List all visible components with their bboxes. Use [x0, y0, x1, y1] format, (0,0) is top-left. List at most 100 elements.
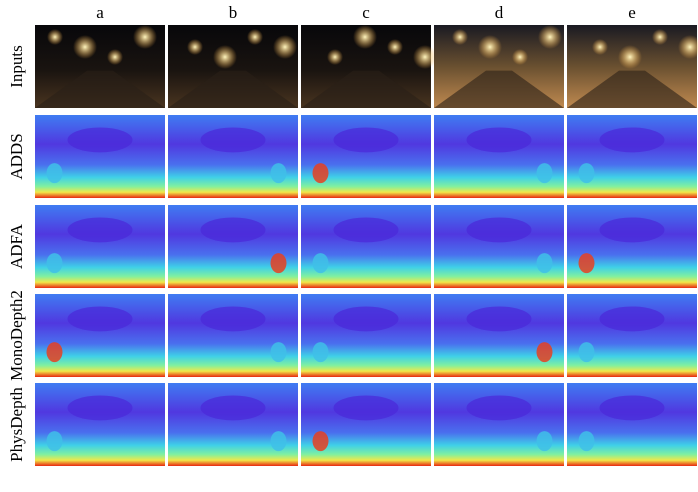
depth-map: [567, 294, 697, 377]
depth-map: [567, 115, 697, 198]
input-image: [434, 25, 564, 108]
sky-region: [466, 217, 532, 243]
sky-region: [599, 127, 665, 153]
near-object: [270, 342, 287, 363]
near-object: [578, 253, 595, 274]
road: [301, 70, 431, 108]
column-label: c: [362, 3, 370, 22]
column-label: e: [628, 3, 636, 22]
row-label: PhysDepth: [7, 387, 26, 462]
sky-region: [333, 306, 399, 332]
sky-region: [333, 217, 399, 243]
row-label: Inputs: [7, 45, 26, 88]
sky-region: [200, 127, 266, 153]
light: [327, 49, 343, 65]
sky-region: [466, 395, 532, 421]
light: [538, 25, 562, 49]
depth-map: [434, 294, 564, 377]
light: [592, 39, 608, 55]
light: [478, 35, 502, 59]
near-object: [270, 253, 287, 274]
depth-map: [35, 294, 165, 377]
near-object: [46, 163, 63, 184]
near-object: [46, 342, 63, 363]
near-object: [312, 342, 329, 363]
near-object: [578, 163, 595, 184]
road: [35, 70, 165, 108]
near-object: [536, 342, 553, 363]
light: [273, 35, 297, 59]
depth-map: [301, 115, 431, 198]
sky-region: [599, 306, 665, 332]
input-image: [168, 25, 298, 108]
sky-region: [200, 395, 266, 421]
light: [652, 29, 668, 45]
row-label: ADFA: [7, 223, 26, 269]
near-object: [46, 431, 63, 452]
depth-map: [35, 383, 165, 466]
depth-map: [168, 115, 298, 198]
depth-map: [35, 115, 165, 198]
depth-map: [35, 205, 165, 288]
sky-region: [200, 306, 266, 332]
near-object: [312, 431, 329, 452]
sky-region: [67, 217, 133, 243]
near-object: [536, 163, 553, 184]
depth-map: [301, 383, 431, 466]
column-label: d: [495, 3, 504, 22]
sky-region: [466, 127, 532, 153]
light: [107, 49, 123, 65]
column-label: a: [96, 3, 104, 22]
light: [512, 49, 528, 65]
road: [434, 70, 564, 108]
light: [387, 39, 403, 55]
row-label: ADDS: [7, 133, 26, 179]
near-object: [536, 253, 553, 274]
depth-map: [567, 205, 697, 288]
near-object: [536, 431, 553, 452]
input-image: [301, 25, 437, 108]
sky-region: [67, 395, 133, 421]
sky-region: [67, 127, 133, 153]
near-object: [46, 253, 63, 274]
sky-region: [333, 127, 399, 153]
depth-map: [434, 115, 564, 198]
depth-map: [301, 294, 431, 377]
light: [213, 45, 237, 69]
depth-map: [168, 205, 298, 288]
sky-region: [599, 395, 665, 421]
near-object: [312, 253, 329, 274]
sky-region: [333, 395, 399, 421]
light: [678, 35, 698, 59]
depth-map: [434, 383, 564, 466]
light: [73, 35, 97, 59]
light: [247, 29, 263, 45]
sky-region: [200, 217, 266, 243]
row-label: MonoDepth2: [7, 290, 26, 381]
road: [168, 70, 298, 108]
sky-region: [466, 306, 532, 332]
depth-map: [567, 383, 697, 466]
light: [47, 29, 63, 45]
near-object: [578, 431, 595, 452]
column-label: b: [229, 3, 238, 22]
sky-region: [599, 217, 665, 243]
light: [133, 25, 157, 49]
depth-map: [168, 294, 298, 377]
near-object: [270, 431, 287, 452]
depth-map: [301, 205, 431, 288]
near-object: [578, 342, 595, 363]
light: [187, 39, 203, 55]
light: [353, 25, 377, 49]
light: [413, 45, 437, 69]
near-object: [312, 163, 329, 184]
input-image: [567, 25, 698, 108]
light: [452, 29, 468, 45]
sky-region: [67, 306, 133, 332]
depth-map: [168, 383, 298, 466]
road: [567, 70, 697, 108]
depth-map: [434, 205, 564, 288]
input-image: [35, 25, 165, 108]
near-object: [270, 163, 287, 184]
